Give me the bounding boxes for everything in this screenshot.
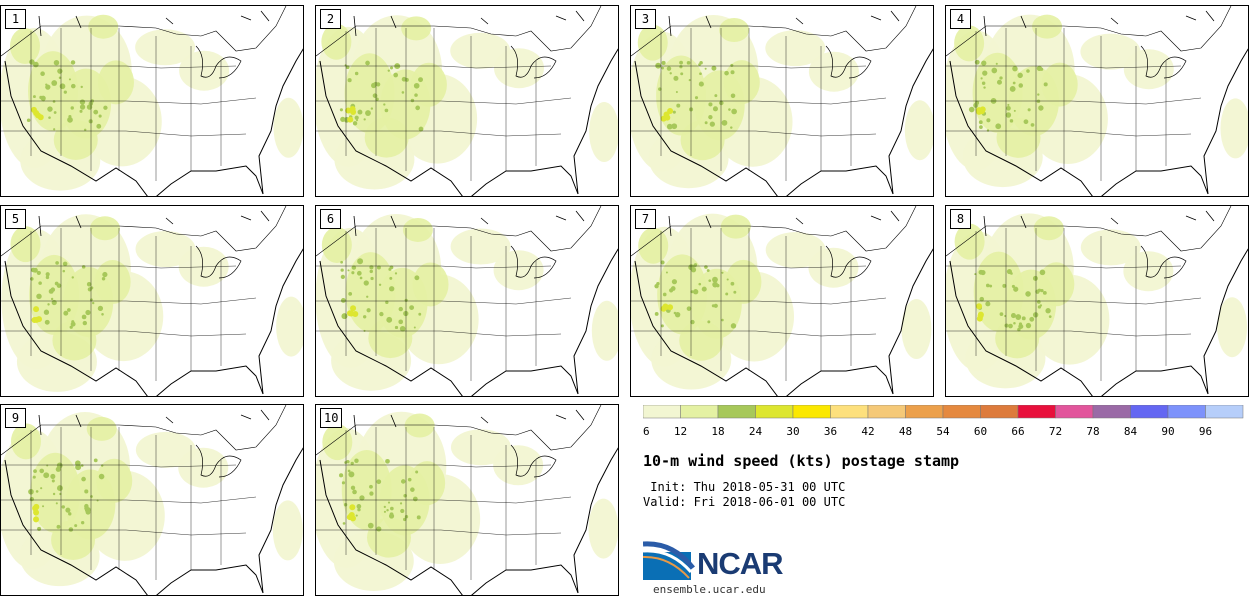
colorbar-segment <box>1017 405 1056 419</box>
colorbar-tick-label: 18 <box>711 425 724 438</box>
colorbar-segment <box>905 405 944 419</box>
member-number-label: 9 <box>5 408 26 428</box>
ncar-logo-icon <box>643 541 695 580</box>
colorbar-segment <box>980 405 1019 419</box>
colorbar-segment <box>680 405 719 419</box>
colorbar-segment <box>867 405 906 419</box>
chart-title: 10-m wind speed (kts) postage stamp <box>643 452 960 470</box>
colorbar-tick-label: 6 <box>643 425 650 438</box>
ensemble-member-panel[interactable]: 2 <box>315 5 619 197</box>
ncar-logo-text: NCAR <box>697 546 784 581</box>
colorbar-segment <box>792 405 831 419</box>
ensemble-member-panel[interactable]: 7 <box>630 205 934 397</box>
ensemble-member-panel[interactable]: 3 <box>630 5 934 197</box>
colorbar-segment <box>1205 405 1244 419</box>
colorbar-tick-label: 96 <box>1199 425 1212 438</box>
colorbar-tick-label: 54 <box>936 425 950 438</box>
wind-speed-map <box>1 6 303 196</box>
colorbar-tick-label: 24 <box>749 425 763 438</box>
ensemble-member-panel[interactable]: 10 <box>315 404 619 596</box>
member-number-label: 4 <box>950 9 971 29</box>
wind-speed-map <box>316 405 618 595</box>
wind-speed-map <box>1 405 303 595</box>
wind-speed-map <box>946 206 1248 396</box>
wind-speed-map <box>946 6 1248 196</box>
wind-speed-map <box>316 206 618 396</box>
ensemble-member-panel[interactable]: 4 <box>945 5 1249 197</box>
colorbar-segment <box>830 405 869 419</box>
ensemble-member-panel[interactable]: 5 <box>0 205 304 397</box>
ensemble-member-panel[interactable]: 6 <box>315 205 619 397</box>
colorbar-segment <box>1092 405 1131 419</box>
colorbar-segment <box>942 405 981 419</box>
wind-speed-map <box>631 206 933 396</box>
colorbar-segment <box>1130 405 1169 419</box>
ensemble-member-panel[interactable]: 9 <box>0 404 304 596</box>
init-time: Init: Thu 2018-05-31 00 UTC <box>643 480 846 494</box>
colorbar-tick-label: 72 <box>1049 425 1062 438</box>
colorbar-segment <box>717 405 756 419</box>
member-number-label: 7 <box>635 209 656 229</box>
colorbar-segment <box>755 405 794 419</box>
colorbar-tick-label: 36 <box>824 425 837 438</box>
colorbar-tick-label: 90 <box>1161 425 1174 438</box>
wind-speed-map <box>1 206 303 396</box>
valid-time: Valid: Fri 2018-06-01 00 UTC <box>643 495 846 509</box>
ensemble-member-panel[interactable]: 1 <box>0 5 304 197</box>
colorbar-tick-label: 12 <box>674 425 687 438</box>
colorbar-tick-label: 42 <box>861 425 874 438</box>
colorbar-tick-label: 48 <box>899 425 912 438</box>
ensemble-member-panel[interactable]: 8 <box>945 205 1249 397</box>
member-number-label: 2 <box>320 9 341 29</box>
wind-speed-colorbar: 6 12 18 24 30 36 42 48 54 60 66 72 78 84 90 96 <box>643 405 1244 438</box>
wind-speed-map <box>631 6 933 196</box>
member-number-label: 1 <box>5 9 26 29</box>
colorbar-tick-label: 30 <box>786 425 799 438</box>
member-number-label: 6 <box>320 209 341 229</box>
colorbar-tick-label: 84 <box>1124 425 1138 438</box>
colorbar-tick-label: 78 <box>1086 425 1099 438</box>
member-number-label: 8 <box>950 209 971 229</box>
colorbar-tick-label: 60 <box>974 425 987 438</box>
site-url[interactable]: ensemble.ucar.edu <box>653 583 766 596</box>
colorbar-tick-label: 66 <box>1011 425 1024 438</box>
member-number-label: 3 <box>635 9 656 29</box>
wind-speed-map <box>316 6 618 196</box>
colorbar-segment <box>1055 405 1094 419</box>
member-number-label: 5 <box>5 209 26 229</box>
colorbar-segment <box>643 405 681 419</box>
member-number-label: 10 <box>320 408 343 428</box>
colorbar-segment <box>1167 405 1206 419</box>
